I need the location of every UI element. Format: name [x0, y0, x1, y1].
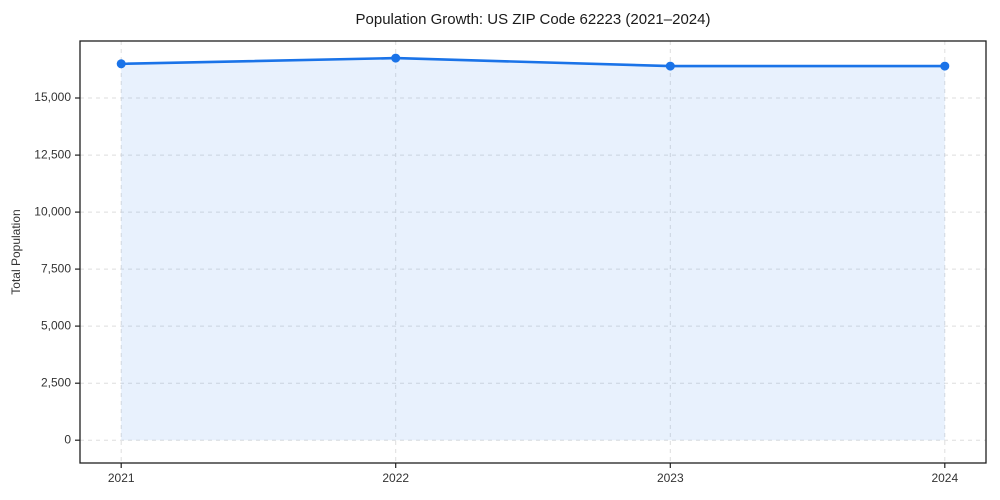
y-tick-label: 15,000: [34, 90, 71, 104]
data-point-marker: [391, 53, 401, 63]
data-line: [119, 56, 947, 68]
chart-title: Population Growth: US ZIP Code 62223 (20…: [355, 11, 711, 28]
data-point-marker: [116, 59, 126, 69]
data-point-marker: [665, 61, 675, 71]
area-fill: [121, 58, 945, 441]
x-tick-label: 2023: [657, 471, 684, 485]
x-tick-label: 2024: [931, 471, 958, 485]
data-point-marker: [940, 61, 950, 71]
y-tick-label: 0: [64, 432, 71, 446]
y-tick-label: 2,500: [41, 375, 71, 389]
plot-border: [79, 40, 987, 464]
y-tick-label: 5,000: [41, 318, 71, 332]
y-tick-label: 10,000: [34, 204, 71, 218]
y-tick-label: 7,500: [41, 261, 71, 275]
y-tick-label: 12,500: [34, 147, 71, 161]
x-tick-label: 2022: [382, 471, 409, 485]
x-tick-label: 2021: [108, 471, 135, 485]
